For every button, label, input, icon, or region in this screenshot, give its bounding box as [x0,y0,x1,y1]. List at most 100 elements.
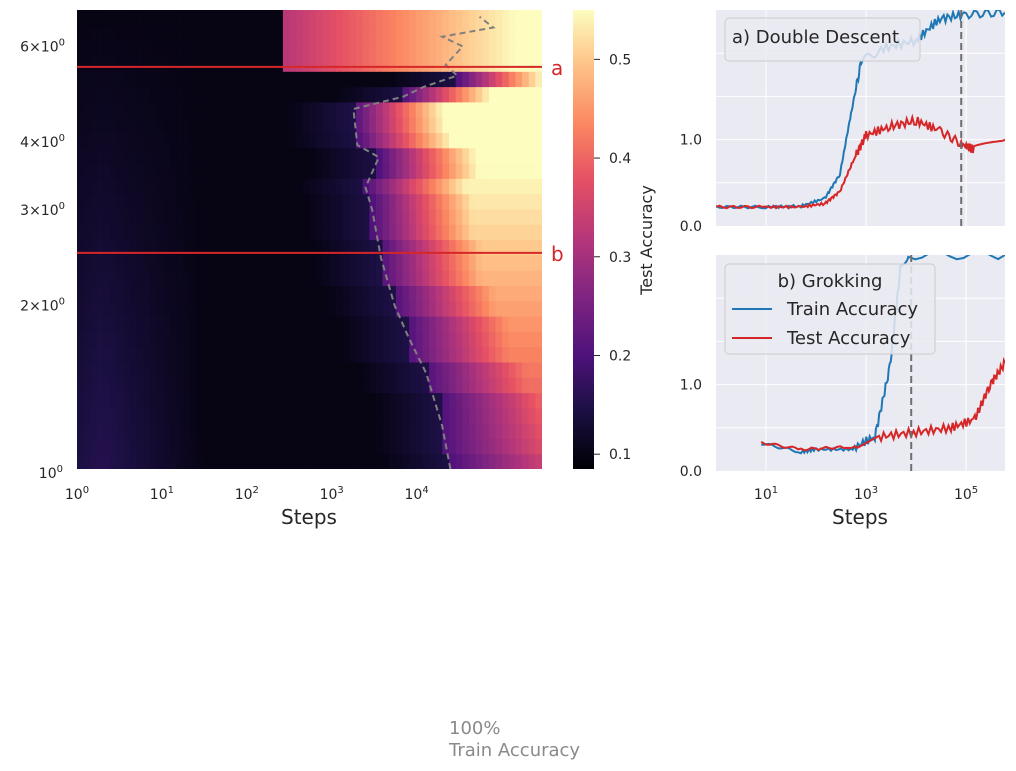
heatmap-cell [243,423,251,439]
heatmap-cell [110,163,118,179]
heatmap-cell [83,239,91,256]
heatmap-cell [515,163,523,179]
heatmap-cell [302,423,311,439]
heatmap-cell [389,132,397,149]
heatmap-cell [176,208,184,225]
heatmap-cell [522,423,530,439]
heatmap-cell [528,224,536,241]
heatmap-cell [455,300,463,317]
heatmap-cell [183,438,191,455]
heatmap-cell [356,254,364,271]
heatmap-cell [282,178,291,195]
heatmap-cell [508,132,517,149]
heatmap-cell [402,239,410,256]
heatmap-cell [136,71,145,88]
heatmap-cell [256,361,264,378]
heatmap-cell [449,423,457,439]
heatmap-cell [156,101,164,118]
heatmap-cell [209,10,218,26]
heatmap-cell [508,254,517,271]
panel-a-title: a) Double Descent [732,27,899,48]
heatmap-cell [468,224,477,241]
heatmap-cell [196,25,204,42]
heatmap-cell [269,438,277,455]
heatmap-cell [362,71,370,88]
heatmap-cell [449,224,457,241]
heatmap-cell [110,10,118,26]
heatmap-cell [116,361,125,378]
heatmap-cell [256,101,264,118]
heatmap-cell [296,423,304,439]
heatmap-cell [429,86,437,103]
heatmap-cell [269,147,277,164]
heatmap-cell [209,101,218,118]
heatmap-cell [435,10,443,26]
heatmap-cell [349,346,357,363]
heatmap-cell [515,407,523,424]
heatmap-cell [183,117,191,133]
heatmap-cell [77,361,85,378]
heatmap-cell [90,270,98,286]
heatmap-cell [528,178,536,195]
heatmap-cell [336,193,344,210]
heatmap-cell [209,361,218,378]
heatmap-cell [402,407,410,424]
heatmap-cell [243,392,251,409]
heatmap-cell [429,163,437,179]
heatmap-cell [455,285,463,302]
heatmap-cell [170,208,178,225]
heatmap-cell [429,224,437,241]
heatmap-cell [375,10,384,26]
heatmap-cell [395,407,404,424]
heatmap-cell [196,316,204,332]
heatmap-cell [488,208,497,225]
heatmap-cell [442,147,450,164]
heatmap-cell [249,346,257,363]
heatmap-cell [375,178,384,195]
heatmap-cell [515,346,523,363]
heatmap-cell [495,10,503,26]
heatmap-cell [349,101,357,118]
heatmap-cell [369,300,377,317]
heatmap-cell [302,239,311,256]
heatmap-cell [389,438,397,455]
heatmap-cell [176,25,184,42]
heatmap-cell [495,208,503,225]
heatmap-cell [475,101,483,118]
heatmap-cell [163,224,171,241]
heatmap-cell [528,316,536,332]
heatmap-cell [336,331,344,348]
heatmap-cell [130,453,138,469]
heatmap-cell [143,316,151,332]
heatmap-cell [256,86,264,103]
heatmap-cell [495,132,503,149]
heatmap-cell [422,438,430,455]
heatmap-cell [402,438,410,455]
heatmap-cell [276,224,284,241]
heatmap-cell [223,270,231,286]
heatmap-cell [316,377,324,394]
heatmap-cell [236,438,244,455]
heatmap-cell [429,331,437,348]
heatmap-cell [176,316,184,332]
heatmap-cell [96,285,105,302]
heatmap-cell [170,438,178,455]
heatmap-cell [402,453,410,469]
heatmap-cell [316,40,324,57]
heatmap-cell [150,254,158,271]
heatmap-cell [356,101,364,118]
heatmap-cell [143,208,151,225]
heatmap-cell [475,86,483,103]
heatmap-cell [356,163,364,179]
heatmap-cell [415,254,424,271]
heatmap-cell [123,377,131,394]
heatmap-cell [375,377,384,394]
heatmap-cell [422,193,430,210]
heatmap-cell [176,438,184,455]
heatmap-cell [170,300,178,317]
heatmap-cell [276,300,284,317]
heatmap-cell [402,132,410,149]
heatmap-cell [196,147,204,164]
heatmap-cell [110,178,118,195]
heatmap-cell [83,392,91,409]
